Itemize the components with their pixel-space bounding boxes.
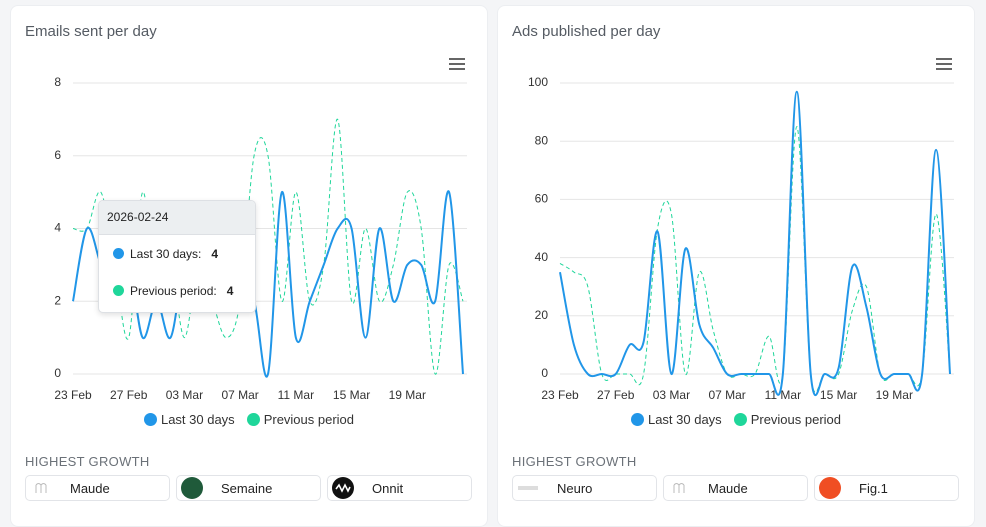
legend-swatch <box>630 413 644 426</box>
y-tick-label: 8 <box>54 75 61 89</box>
y-tick-label: 6 <box>54 148 61 162</box>
legend-item[interactable]: Last 30 days <box>630 412 722 427</box>
tooltip-label: Last 30 days: <box>130 246 202 261</box>
legend-swatch <box>733 413 747 426</box>
legend-item[interactable]: Last 30 days <box>143 412 235 427</box>
chip-label: Semaine <box>221 480 273 496</box>
tooltip-label: Previous period: <box>130 283 217 298</box>
chip-label: Maude <box>708 480 748 496</box>
series-line <box>72 190 464 378</box>
tooltip: 2026-02-24 Last 30 days: 4 Previous perio… <box>98 200 256 313</box>
y-tick-label: 2 <box>54 293 61 307</box>
y-tick-label: 0 <box>54 366 61 380</box>
x-tick-label: 03 Mar <box>653 388 690 402</box>
logo <box>673 483 685 493</box>
x-tick-label: 07 Mar <box>221 388 258 402</box>
x-tick-label: 15 Mar <box>333 388 370 402</box>
y-tick-label: 0 <box>541 366 548 380</box>
x-tick-label: 19 Mar <box>876 388 913 402</box>
growth-chip[interactable]: Semaine <box>176 475 321 501</box>
x-tick-label: 11 Mar <box>765 388 801 402</box>
tooltip-dot <box>113 248 124 259</box>
x-tick-label: 19 Mar <box>389 388 426 402</box>
growth-chip[interactable]: Onnit <box>327 475 472 501</box>
chip-label: Maude <box>70 480 110 496</box>
legend-label: Last 30 days <box>647 412 722 427</box>
logo <box>35 483 47 493</box>
legend-label: Last 30 days <box>160 412 235 427</box>
y-tick-label: 40 <box>535 250 549 264</box>
logo <box>181 477 203 499</box>
x-tick-label: 07 Mar <box>708 388 745 402</box>
tooltip-row: Previous period: 4 <box>99 272 255 309</box>
tooltip-row: Last 30 days: 4 <box>99 235 255 272</box>
tooltip-dot <box>113 285 124 296</box>
legend: Last 30 days Previous period <box>498 412 974 427</box>
tooltip-value: 4 <box>226 283 234 298</box>
y-tick-label: 4 <box>54 221 61 235</box>
x-tick-label: 27 Feb <box>110 388 148 402</box>
x-tick-label: 23 Feb <box>54 388 92 402</box>
legend-label: Previous period <box>263 412 355 427</box>
chart-card: Ads published per day 0 20 40 60 80 100 23 Feb… <box>497 5 975 527</box>
tooltip-date: 2026-02-24 <box>99 201 255 235</box>
y-tick-label: 80 <box>535 133 549 147</box>
legend-swatch <box>143 413 157 426</box>
y-tick-label: 60 <box>535 192 549 206</box>
chart-title: Emails sent per day <box>25 23 157 40</box>
x-tick-label: 15 Mar <box>820 388 857 402</box>
growth-list: Neuro Maude Fig.1 <box>512 475 959 501</box>
growth-chip[interactable]: Fig.1 <box>814 475 959 501</box>
chart: 0 2 4 6 8 23 Feb 27 Feb 03 Mar 07 Mar 11 Mar 15 Ma… <box>54 58 467 402</box>
x-tick-label: 23 Feb <box>541 388 579 402</box>
chip-label: Fig.1 <box>859 480 888 496</box>
legend-label: Previous period <box>750 412 842 427</box>
legend: Last 30 days Previous period <box>11 412 487 427</box>
tooltip-value: 4 <box>211 246 219 261</box>
chart-title: Ads published per day <box>512 23 661 40</box>
growth-chip[interactable]: Neuro <box>512 475 657 501</box>
legend-item[interactable]: Previous period <box>246 412 355 427</box>
chart: 0 20 40 60 80 100 23 Feb 27 Feb 03 Mar 07 Mar 11 M… <box>528 58 954 402</box>
section-heading: HIGHEST GROWTH <box>512 454 637 469</box>
x-tick-label: 27 Feb <box>597 388 635 402</box>
logo <box>819 477 841 499</box>
growth-list: Maude Semaine Onnit <box>25 475 472 501</box>
growth-chip[interactable]: Maude <box>663 475 808 501</box>
section-heading: HIGHEST GROWTH <box>25 454 150 469</box>
y-tick-label: 100 <box>528 75 548 89</box>
x-tick-label: 11 Mar <box>278 388 314 402</box>
chip-label: Neuro <box>557 480 593 496</box>
legend-item[interactable]: Previous period <box>733 412 842 427</box>
logo <box>332 477 354 499</box>
logo <box>518 486 538 490</box>
series-line <box>559 126 951 393</box>
x-tick-label: 03 Mar <box>166 388 203 402</box>
chip-label: Onnit <box>372 480 404 496</box>
dashboard: Emails sent per day 0 2 4 6 8 23 Feb 27 Feb 03 … <box>10 5 975 527</box>
chart-card: Emails sent per day 0 2 4 6 8 23 Feb 27 Feb 03 … <box>10 5 488 527</box>
series-line <box>559 90 951 396</box>
growth-chip[interactable]: Maude <box>25 475 170 501</box>
y-tick-label: 20 <box>535 308 549 322</box>
legend-swatch <box>246 413 260 426</box>
